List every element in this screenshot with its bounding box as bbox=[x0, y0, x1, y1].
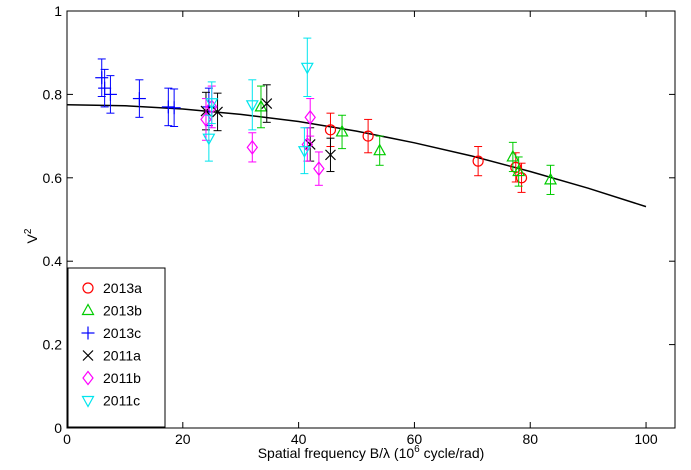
data-point bbox=[261, 84, 273, 123]
y-axis-title: V2 bbox=[23, 228, 40, 243]
data-point bbox=[167, 88, 181, 128]
data-point bbox=[300, 37, 314, 97]
legend-item-2011b: 2011b bbox=[82, 370, 141, 386]
data-point bbox=[161, 87, 175, 127]
data-point bbox=[103, 75, 117, 114]
legend-label: 2011c bbox=[103, 393, 140, 409]
legend-label: 2013a bbox=[103, 280, 142, 296]
legend-label: 2011b bbox=[103, 370, 141, 386]
legend-item-2011c: 2011c bbox=[81, 393, 140, 409]
y-axis-title-superscript: 2 bbox=[23, 228, 34, 234]
x-tick-label: 20 bbox=[175, 431, 191, 447]
legend-item-2013c: 2013c bbox=[81, 325, 141, 341]
data-point bbox=[246, 132, 259, 163]
legend-marker-triangle-down bbox=[81, 395, 95, 408]
x-axis-title-prefix: Spatial frequency B/λ (10 bbox=[258, 445, 415, 461]
y-axis-title-base: V bbox=[24, 233, 40, 243]
x-tick-label: 0 bbox=[63, 431, 71, 447]
data-point bbox=[98, 68, 112, 108]
series-2013b bbox=[254, 85, 558, 195]
x-tick-label: 60 bbox=[407, 431, 423, 447]
legend-label: 2013b bbox=[103, 303, 142, 319]
x-tick-label: 80 bbox=[522, 431, 538, 447]
series-2013a bbox=[324, 112, 528, 193]
legend: 2013a 2013b 2013c 2011a 2011b 2011c bbox=[67, 267, 166, 428]
x-axis-title-superscript: 6 bbox=[414, 444, 420, 455]
data-point bbox=[543, 164, 558, 195]
data-point bbox=[297, 127, 311, 175]
legend-marker-triangle-up bbox=[81, 303, 95, 316]
legend-marker-cross bbox=[82, 350, 94, 361]
legend-marker-circle bbox=[82, 282, 94, 294]
data-point bbox=[304, 98, 316, 137]
data-point bbox=[245, 79, 259, 131]
series-layer bbox=[95, 37, 558, 195]
data-point bbox=[132, 79, 146, 118]
y-tick-label: 0.4 bbox=[43, 253, 63, 269]
legend-label: 2013c bbox=[103, 325, 141, 341]
y-tick-label: 0.6 bbox=[43, 170, 63, 186]
data-point bbox=[205, 81, 219, 125]
y-tick-label: 1 bbox=[54, 3, 62, 19]
data-point bbox=[512, 156, 526, 187]
data-point bbox=[325, 137, 336, 173]
tick-labels: 0 20 40 60 80 100 0 0.2 0.4 0.6 0.8 1 bbox=[43, 3, 658, 447]
x-tick-label: 100 bbox=[634, 431, 658, 447]
data-point bbox=[335, 114, 349, 150]
data-point bbox=[373, 135, 387, 166]
legend-label: 2011a bbox=[103, 348, 141, 364]
model-curve bbox=[66, 104, 647, 208]
plot-area bbox=[66, 10, 676, 429]
legend-item-2013b: 2013b bbox=[81, 303, 142, 319]
x-axis-title: Spatial frequency B/λ (106 cycle/rad) bbox=[258, 444, 485, 461]
legend-item-2013a: 2013a bbox=[82, 280, 142, 296]
legend-marker-diamond bbox=[82, 370, 94, 386]
legend-marker-plus bbox=[81, 326, 95, 340]
series-2011c bbox=[202, 37, 314, 175]
data-point bbox=[472, 146, 484, 177]
data-point bbox=[202, 114, 216, 162]
axis-ticks bbox=[66, 10, 675, 429]
x-axis-title-suffix: cycle/rad) bbox=[420, 445, 485, 461]
data-point bbox=[362, 118, 374, 154]
x-tick-label: 40 bbox=[291, 431, 307, 447]
y-tick-label: 0.8 bbox=[43, 86, 63, 102]
data-point bbox=[95, 58, 109, 97]
model-curve-line bbox=[66, 104, 647, 208]
y-tick-label: 0 bbox=[54, 420, 62, 436]
legend-item-2011a: 2011a bbox=[82, 348, 141, 364]
y-tick-label: 0.2 bbox=[43, 337, 63, 353]
data-point bbox=[313, 151, 325, 186]
